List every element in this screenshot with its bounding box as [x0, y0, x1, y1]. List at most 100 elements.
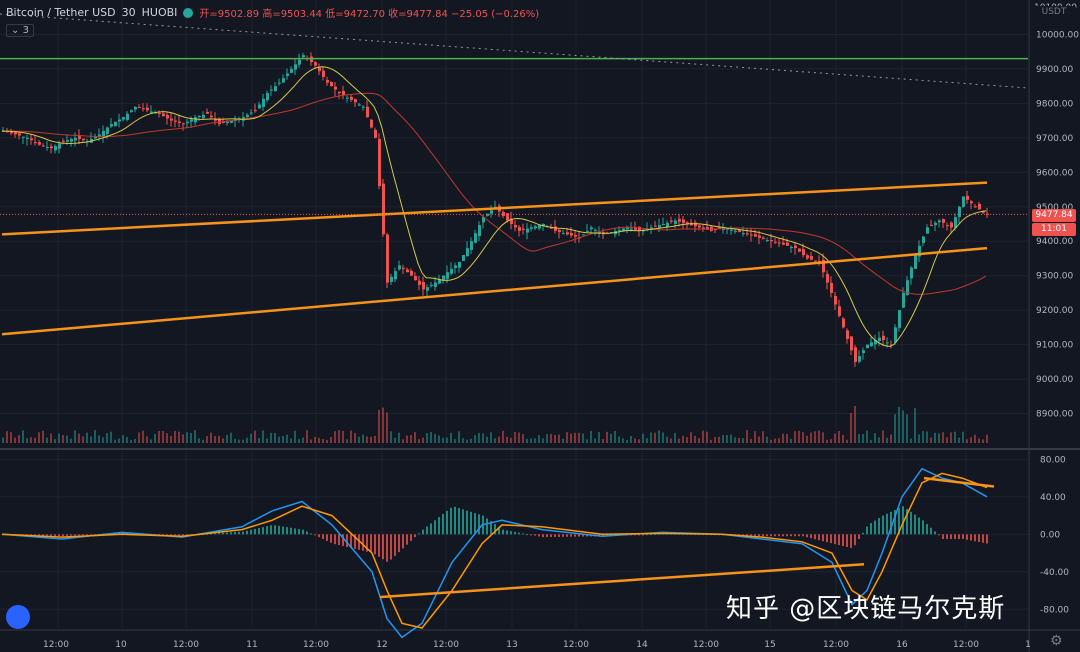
macd-histogram-bar — [370, 534, 372, 553]
candle — [838, 306, 841, 316]
volume-bar — [194, 430, 196, 443]
macd-histogram-bar — [650, 533, 652, 535]
interval-label[interactable]: 30 — [121, 6, 136, 19]
gear-icon[interactable]: ⚙ — [1050, 633, 1063, 649]
candle — [162, 113, 165, 117]
macd-histogram-bar — [958, 534, 960, 539]
volume-bar — [830, 439, 832, 443]
volume-bar — [86, 432, 88, 443]
price-tick-label: 8900.00 — [1036, 410, 1073, 420]
macd-histogram-bar — [410, 534, 412, 541]
macd-histogram-bar — [962, 534, 964, 539]
macd-histogram-bar — [78, 534, 80, 536]
candle — [82, 138, 85, 141]
candle — [742, 233, 745, 235]
candle — [322, 70, 325, 77]
candle — [562, 233, 565, 235]
volume-bar — [386, 412, 388, 443]
candle — [790, 246, 793, 249]
volume-bar — [710, 439, 712, 443]
candle — [670, 220, 673, 222]
macd-histogram-bar — [286, 527, 288, 535]
volume-bar — [574, 432, 576, 443]
candle — [118, 119, 121, 122]
candle — [658, 225, 661, 228]
exchange-label[interactable]: HUOBI — [141, 6, 178, 19]
price-tick-label: 9600.00 — [1036, 168, 1073, 178]
volume-bar — [210, 432, 212, 443]
volume-bar — [554, 434, 556, 443]
volume-bar — [186, 432, 188, 443]
volume-bar — [926, 431, 928, 443]
candle — [402, 267, 405, 269]
candle — [394, 271, 397, 280]
candle — [458, 261, 461, 268]
macd-histogram-bar — [62, 534, 64, 537]
volume-bar — [746, 430, 748, 443]
market-status-icon[interactable] — [183, 7, 194, 18]
volume-bar — [478, 433, 480, 443]
macd-histogram-bar — [42, 534, 44, 536]
volume-bar — [718, 436, 720, 443]
watermark: 知乎 @区块链马尔克斯 — [726, 594, 1006, 624]
volume-bar — [230, 432, 232, 443]
macd-histogram-bar — [278, 525, 280, 535]
volume-bar — [986, 434, 988, 443]
indicator-toggle[interactable]: ⌄ 3 — [6, 24, 34, 37]
candle — [350, 96, 353, 100]
candle — [798, 248, 801, 252]
volume-bar — [890, 434, 892, 443]
volume-bar — [674, 432, 676, 443]
macd-tick-label: -80.00 — [1040, 605, 1069, 615]
macd-tick-label: -40.00 — [1040, 568, 1069, 578]
candle — [914, 255, 917, 269]
candle — [282, 78, 285, 83]
volume-bar — [178, 431, 180, 443]
candle — [398, 265, 401, 270]
volume-bar — [354, 432, 356, 443]
candle — [362, 106, 365, 108]
macd-histogram-bar — [566, 534, 568, 537]
candle — [702, 227, 705, 229]
macd-histogram-bar — [334, 534, 336, 545]
volume-bar — [870, 439, 872, 443]
candle — [766, 240, 769, 242]
macd-histogram-bar — [418, 533, 420, 535]
divergence-upper-line — [923, 476, 995, 488]
macd-histogram-bar — [498, 526, 500, 535]
macd-histogram-bar — [754, 534, 756, 536]
volume-bar — [786, 433, 788, 443]
chart-header: Bitcoin / Tether USD 30 HUOBI 开=9502.89 … — [6, 5, 539, 20]
volume-bar — [18, 435, 20, 443]
macd-histogram-bar — [218, 533, 220, 535]
macd-histogram-bar — [906, 509, 908, 535]
volume-bar — [454, 439, 456, 443]
candle — [882, 335, 885, 341]
volume-bar — [162, 431, 164, 443]
volume-bar — [446, 437, 448, 443]
candle — [586, 230, 589, 232]
volume-bar — [482, 433, 484, 443]
tradingview-logo-icon[interactable] — [6, 605, 30, 629]
macd-histogram-bar — [970, 534, 972, 541]
macd-histogram-bar — [426, 526, 428, 535]
time-axis-label: 1 — [1025, 640, 1031, 650]
volume-bar — [302, 437, 304, 443]
candle — [426, 287, 429, 291]
volume-bar — [362, 434, 364, 443]
volume-bar — [430, 432, 432, 443]
volume-bar — [550, 433, 552, 443]
candle — [734, 230, 737, 232]
volume-bar — [526, 438, 528, 443]
volume-bar — [766, 436, 768, 443]
candle — [814, 260, 817, 262]
volume-bar — [94, 430, 96, 443]
currency-label[interactable]: USDT — [1032, 6, 1076, 19]
candle — [286, 73, 289, 77]
macd-histogram-bar — [386, 534, 388, 562]
pair-title[interactable]: Bitcoin / Tether USD — [6, 6, 116, 19]
candle — [182, 123, 185, 125]
volume-bar — [266, 438, 268, 443]
candle — [910, 267, 913, 279]
